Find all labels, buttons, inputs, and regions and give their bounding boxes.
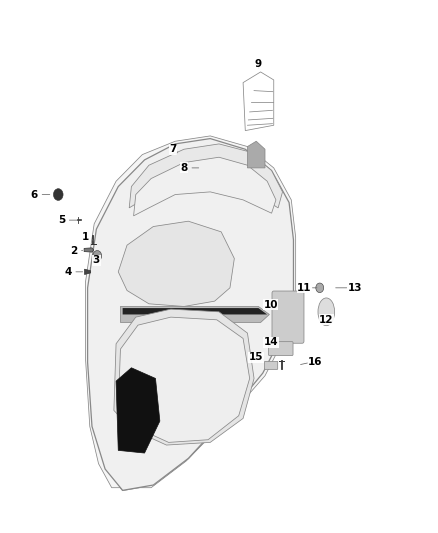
Text: 1: 1	[82, 232, 89, 242]
Polygon shape	[134, 157, 276, 216]
Circle shape	[93, 251, 102, 261]
Ellipse shape	[152, 249, 185, 278]
Polygon shape	[123, 308, 267, 314]
Text: 8: 8	[180, 163, 187, 173]
Polygon shape	[129, 144, 283, 208]
Polygon shape	[85, 136, 296, 488]
Polygon shape	[114, 309, 254, 445]
Text: 15: 15	[249, 352, 264, 362]
Text: 13: 13	[347, 283, 362, 293]
FancyBboxPatch shape	[272, 291, 304, 343]
Polygon shape	[84, 248, 94, 252]
Polygon shape	[85, 269, 91, 274]
FancyBboxPatch shape	[268, 342, 293, 356]
Text: 7: 7	[170, 144, 177, 154]
Polygon shape	[247, 141, 265, 168]
Circle shape	[204, 163, 212, 173]
Text: 11: 11	[297, 283, 312, 293]
Polygon shape	[118, 221, 234, 306]
Polygon shape	[120, 306, 269, 322]
Text: 2: 2	[70, 246, 77, 255]
Text: 12: 12	[319, 315, 334, 325]
FancyBboxPatch shape	[265, 361, 278, 369]
Text: 14: 14	[263, 337, 278, 347]
Text: 3: 3	[93, 255, 100, 265]
Text: 9: 9	[255, 59, 262, 69]
Ellipse shape	[318, 298, 335, 326]
Circle shape	[53, 189, 63, 200]
Text: 16: 16	[308, 358, 323, 367]
Text: 4: 4	[64, 267, 71, 277]
Text: 6: 6	[31, 190, 38, 199]
Circle shape	[187, 377, 194, 385]
Text: 10: 10	[263, 300, 278, 310]
Polygon shape	[88, 139, 293, 490]
Circle shape	[316, 283, 324, 293]
Polygon shape	[116, 368, 160, 453]
Polygon shape	[118, 317, 250, 442]
Text: 5: 5	[58, 215, 65, 225]
